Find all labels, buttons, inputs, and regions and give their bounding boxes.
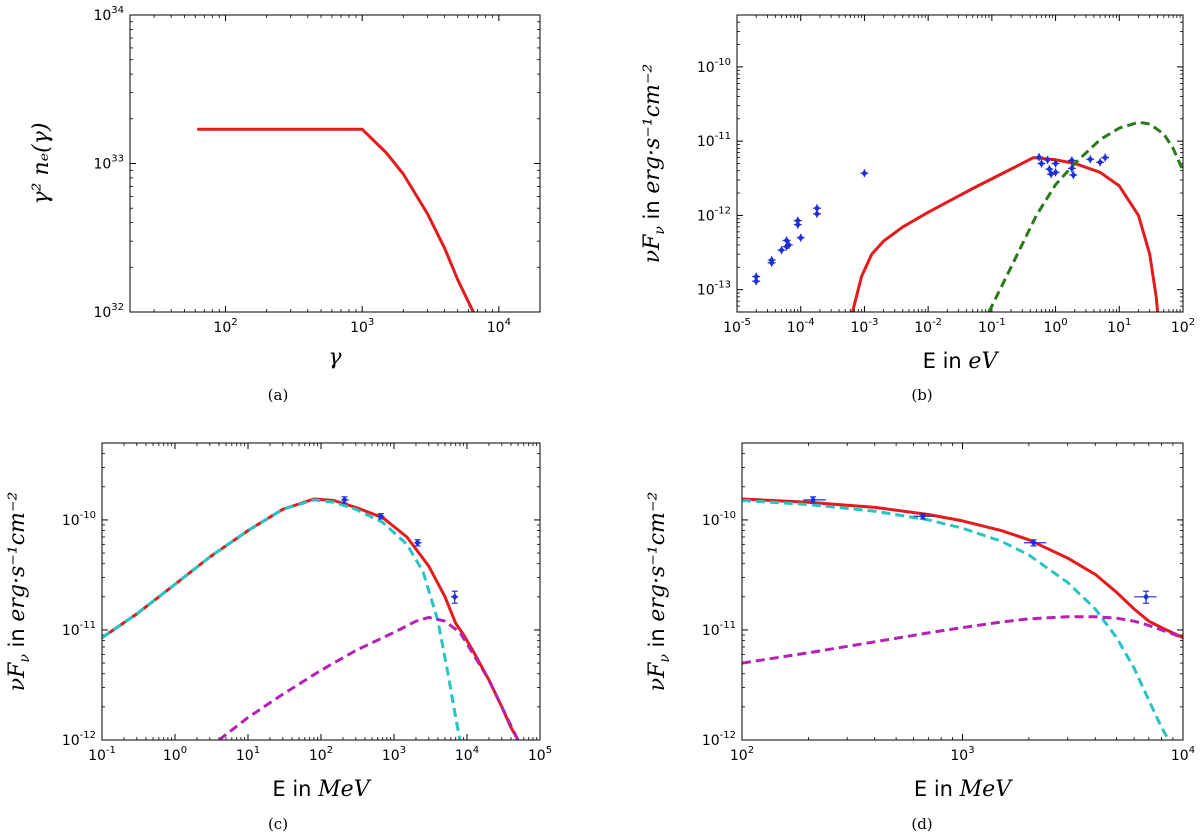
- x-tick-label: 102: [309, 745, 333, 764]
- data-point: [1043, 155, 1052, 164]
- y-tick-label: 10-11: [62, 620, 96, 639]
- x-tick-label: 104: [455, 745, 479, 764]
- panel-caption: (a): [268, 386, 289, 404]
- plot-frame: [736, 14, 1184, 313]
- series-component-2: [218, 615, 520, 740]
- y-axis-label: νFν in erg·s⁻¹cm⁻²: [645, 492, 673, 692]
- data-point: [777, 246, 786, 255]
- data-point: [341, 496, 349, 504]
- data-point: [860, 169, 869, 178]
- data-point: [782, 236, 791, 245]
- x-tick-label: 10-5: [723, 317, 751, 336]
- data-point: [796, 233, 805, 242]
- y-tick-label: 10-11: [697, 131, 731, 150]
- panel-caption: (b): [911, 386, 932, 404]
- x-tick-label: 103: [382, 745, 406, 764]
- x-axis-label: γ: [328, 345, 342, 370]
- data-point: [1067, 156, 1076, 165]
- y-tick-label: 10-11: [702, 620, 736, 639]
- data-point: [913, 512, 934, 520]
- y-tick-label: 10-12: [697, 205, 731, 224]
- x-tick-label: 104: [487, 317, 511, 336]
- x-tick-label: 10-3: [851, 317, 879, 336]
- y-tick-label: 1033: [93, 154, 124, 173]
- data-point: [1134, 590, 1157, 604]
- series-component-1: [742, 499, 1170, 740]
- data-point: [1086, 155, 1095, 164]
- x-tick-label: 102: [730, 745, 754, 764]
- y-tick-label: 10-13: [697, 280, 731, 299]
- x-tick-label: 102: [1171, 317, 1195, 336]
- x-tick-label: 10-1: [978, 317, 1006, 336]
- panel-b: 10-5 10-4 10-3 10-2 10-1 100 101 102 10-13 10-12 1…: [640, 14, 1195, 404]
- y-tick-label: 10-12: [62, 730, 96, 749]
- y-tick-label: 10-12: [702, 730, 736, 749]
- data-point: [1037, 159, 1046, 168]
- data-point: [1051, 168, 1060, 177]
- x-tick-label: 10-2: [914, 317, 942, 336]
- data-point: [1051, 159, 1060, 168]
- x-axis-label: E in MeV: [914, 777, 1013, 802]
- x-axis-label: E in MeV: [272, 777, 371, 802]
- x-tick-label: 102: [213, 317, 237, 336]
- series-electron-distribution: [197, 127, 475, 312]
- panel-caption: (c): [268, 815, 288, 833]
- x-tick-label: 105: [528, 745, 552, 764]
- x-tick-label: 10-1: [88, 745, 116, 764]
- data-point: [1101, 153, 1110, 162]
- data-point: [767, 256, 776, 265]
- y-axis-label: γ² nₑ(γ): [29, 123, 54, 205]
- data-point: [812, 204, 821, 213]
- x-tick-label: 10-4: [787, 317, 815, 336]
- plot-frame: [129, 14, 541, 313]
- y-tick-label: 10-10: [62, 510, 96, 529]
- x-tick-label: 104: [1171, 745, 1195, 764]
- x-tick-label: 101: [1107, 317, 1131, 336]
- x-tick-label: 101: [236, 745, 260, 764]
- panel-c: 10-1 100 101 102 103 104 105 10-12 10-11 10-10 E i…: [5, 442, 552, 833]
- data-point: [450, 590, 459, 604]
- y-tick-label: 10-10: [702, 510, 736, 529]
- data-point: [1023, 539, 1047, 547]
- data-point: [803, 496, 826, 504]
- y-axis-label: νFν in erg·s⁻¹cm⁻²: [640, 64, 668, 264]
- plot-frame: [741, 442, 1184, 741]
- y-tick-label: 1034: [93, 5, 124, 24]
- data-point: [1067, 164, 1076, 173]
- x-tick-label: 103: [950, 745, 974, 764]
- data-point: [793, 216, 802, 225]
- x-tick-label: 100: [163, 745, 187, 764]
- x-axis-label: E in eV: [923, 349, 1000, 374]
- panel-caption: (d): [911, 815, 932, 833]
- data-point: [414, 539, 422, 547]
- y-axis-label: νFν in erg·s⁻¹cm⁻²: [5, 492, 33, 692]
- data-point: [1069, 171, 1078, 180]
- y-tick-label: 1032: [93, 302, 124, 321]
- x-tick-label: 100: [1043, 317, 1067, 336]
- series-total: [102, 497, 520, 740]
- data-point: [1035, 153, 1044, 162]
- panel-a: 102 103 104 1032 1033 1034 γ γ² nₑ(γ) (a): [29, 5, 541, 404]
- x-tick-label: 103: [350, 317, 374, 336]
- data-point: [752, 272, 761, 281]
- plot-frame: [101, 442, 541, 741]
- series-total: [742, 497, 1183, 640]
- series-synchrotron: [851, 156, 1160, 312]
- data-point: [1096, 158, 1105, 167]
- data-point: [377, 512, 385, 520]
- y-tick-label: 10-10: [697, 57, 731, 76]
- series-second-component: [987, 120, 1183, 312]
- series-component-1: [102, 498, 462, 740]
- data-point: [784, 240, 793, 249]
- series-component-2: [742, 615, 1183, 665]
- panel-d: 102 103 104 10-12 10-11 10-10 E in MeV νFν in e…: [645, 442, 1195, 833]
